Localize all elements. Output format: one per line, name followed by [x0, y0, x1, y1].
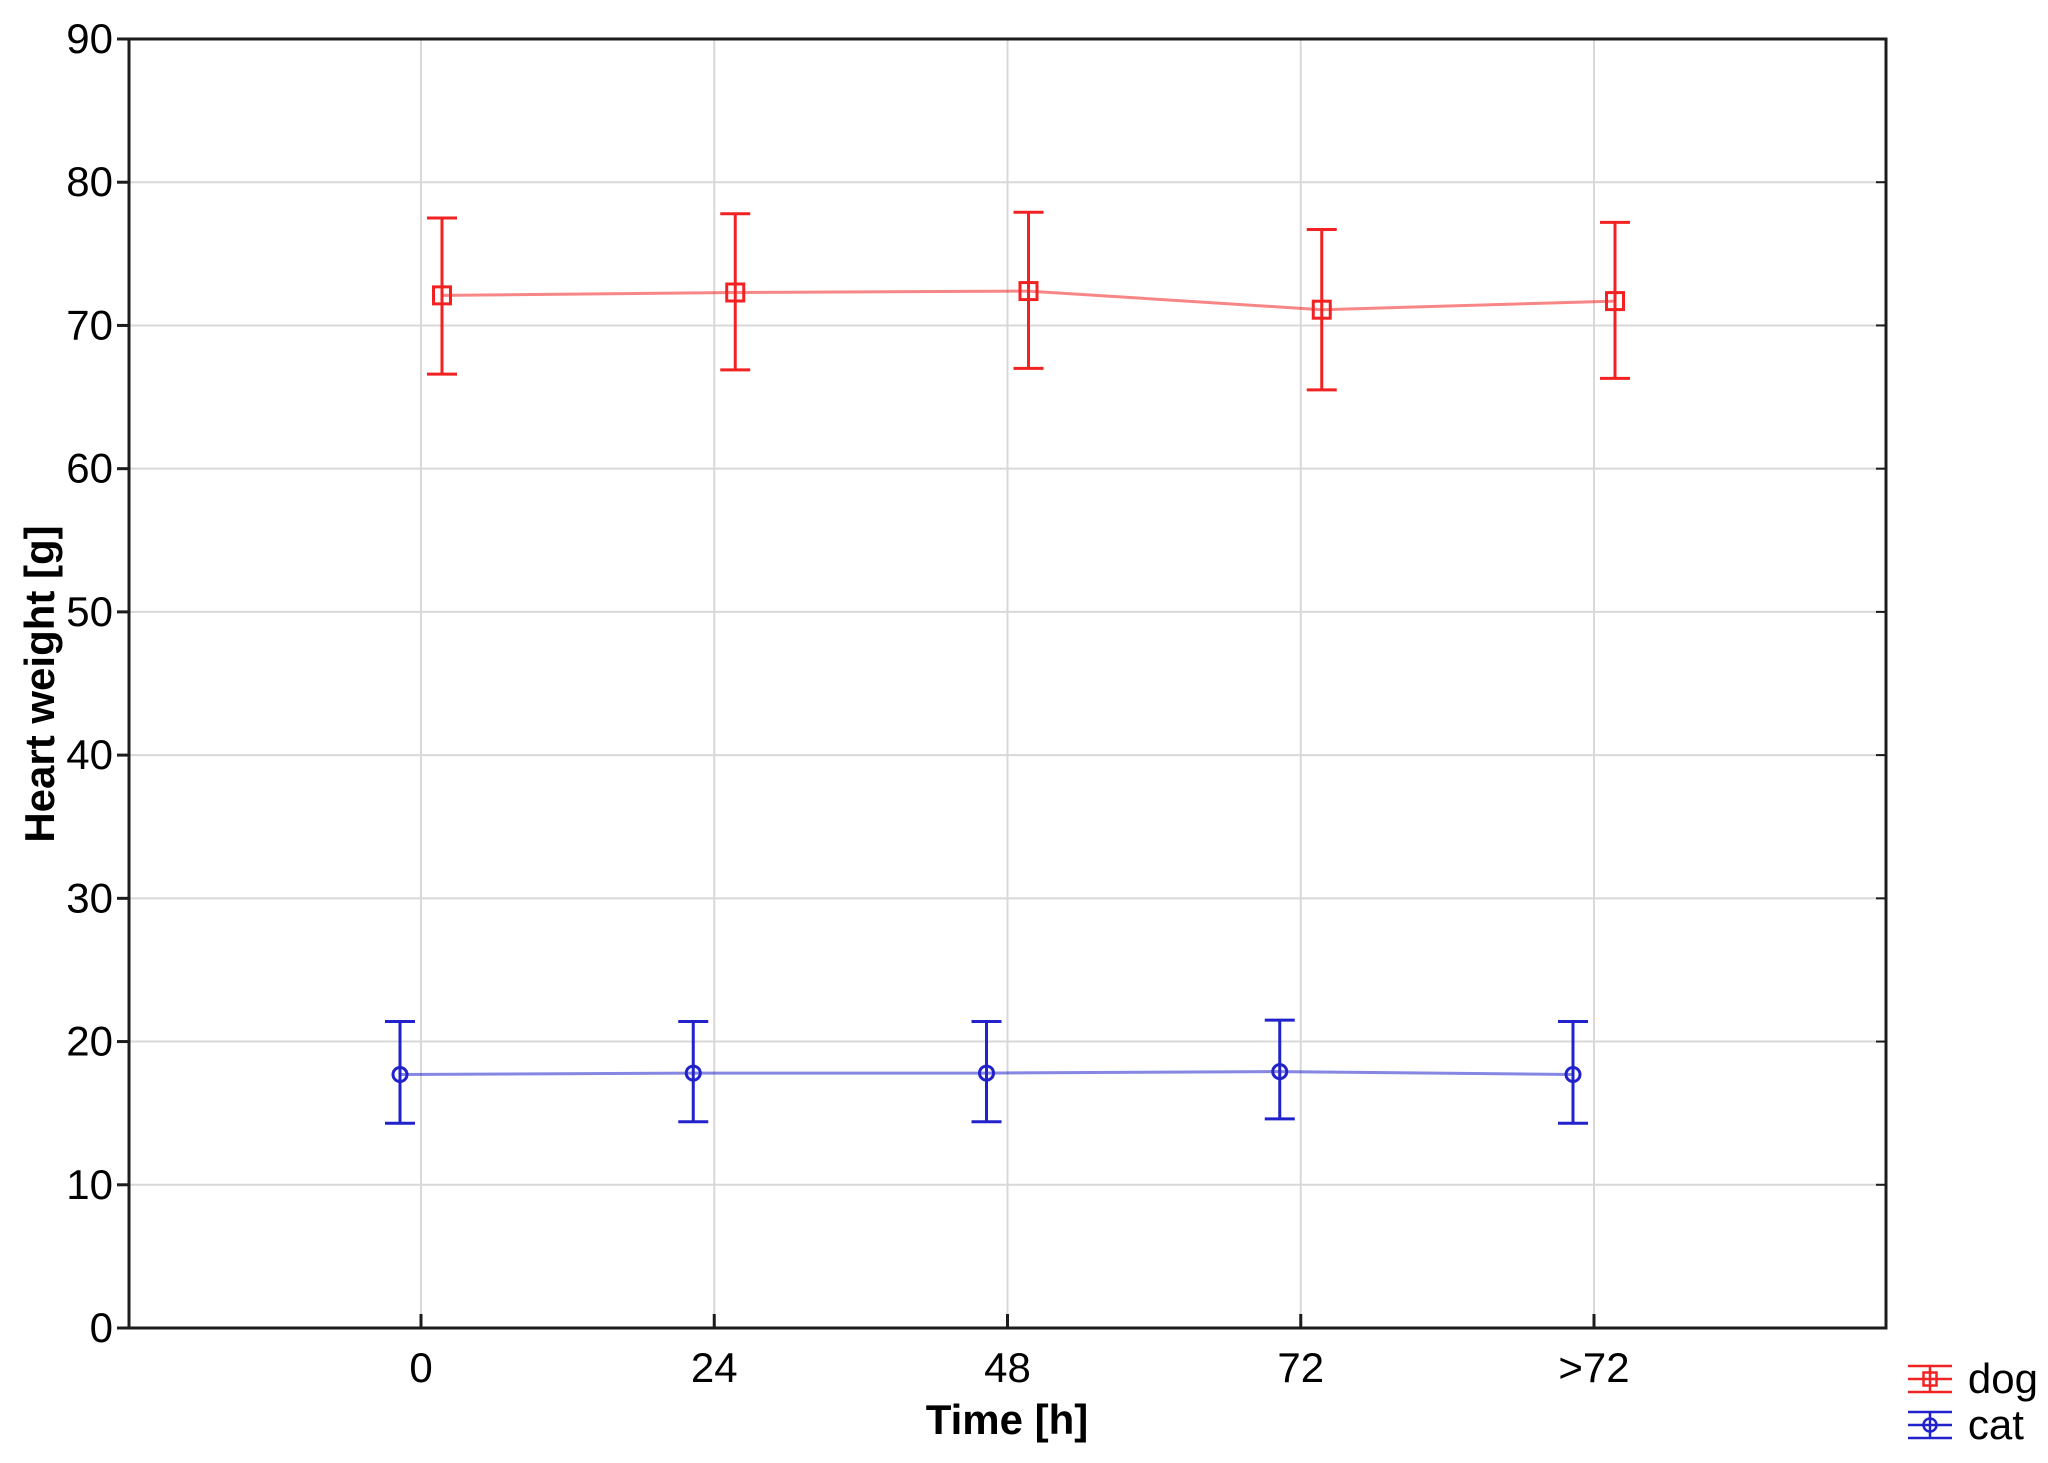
- series-cat: [385, 1018, 1588, 1125]
- legend: dog cat: [1906, 1355, 2038, 1448]
- legend-item-cat: cat: [1906, 1401, 2038, 1448]
- x-tick-label: >72: [1558, 1344, 1629, 1391]
- cat-errorbar-symbol-icon: [1907, 1410, 1952, 1440]
- y-tick-label: 30: [66, 874, 113, 921]
- y-tick-label: 80: [66, 158, 113, 205]
- x-tick-label: 48: [984, 1344, 1031, 1391]
- dog-marker: [432, 285, 452, 306]
- dog-marker: [1605, 291, 1625, 312]
- y-tick-label: 90: [66, 15, 113, 62]
- legend-label-cat: cat: [1967, 1401, 2024, 1448]
- dog-marker: [725, 282, 746, 303]
- cat-marker: [1564, 1065, 1582, 1083]
- y-tick-label: 70: [66, 301, 113, 348]
- dog-errorbar-symbol-icon: [1907, 1364, 1952, 1394]
- y-tick-label: 0: [90, 1304, 113, 1351]
- y-tick-label: 10: [66, 1161, 113, 1208]
- cat-marker: [391, 1065, 409, 1083]
- y-tick-label: 40: [66, 731, 113, 778]
- dog-marker: [1018, 281, 1039, 302]
- cat-marker: [978, 1064, 995, 1082]
- y-tick-label: 20: [66, 1018, 113, 1065]
- legend-label-dog: dog: [1967, 1355, 2038, 1402]
- dog-marker: [1311, 299, 1332, 320]
- x-tick-label: 72: [1277, 1344, 1324, 1391]
- y-axis-title: Heart weight [g]: [16, 525, 63, 843]
- x-tick-label: 0: [409, 1344, 432, 1391]
- cat-marker: [1271, 1063, 1289, 1081]
- x-tick-label: 24: [691, 1344, 738, 1391]
- y-tick-label: 50: [66, 588, 113, 635]
- cat-marker: [684, 1064, 702, 1082]
- series-dog: [427, 210, 1630, 392]
- y-tick-label: 60: [66, 445, 113, 492]
- legend-item-dog: dog: [1906, 1355, 2038, 1402]
- x-axis-title: Time [h]: [925, 1396, 1089, 1443]
- plot-frame: [127, 37, 1888, 1330]
